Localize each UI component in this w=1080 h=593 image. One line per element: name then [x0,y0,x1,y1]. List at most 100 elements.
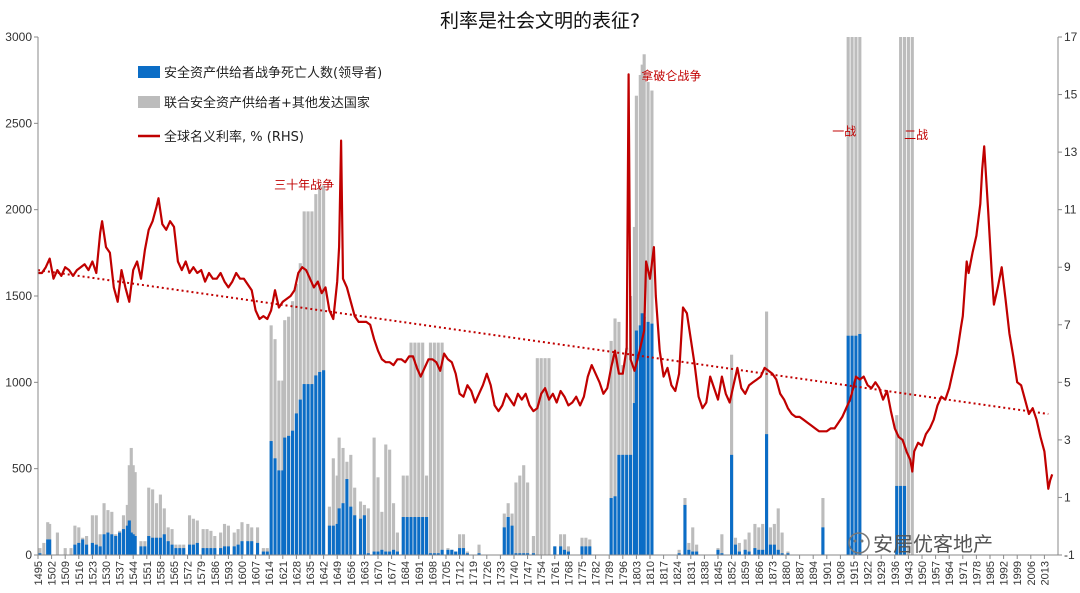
bar-allies [205,529,209,555]
bar-allies [38,548,42,555]
x-tick-label: 1859 [740,561,752,585]
bar-leader [358,518,363,555]
bar-allies [638,74,642,555]
x-tick-label: 1502 [47,561,59,585]
bar-leader [609,498,613,555]
bar-allies [265,548,269,555]
bar-leader [345,479,349,555]
x-tick-label: 1600 [237,561,249,585]
bar-leader [306,384,310,555]
wechat-icon [848,532,870,554]
y-right-tick-label: 15 [1064,88,1078,102]
x-tick-label: 1516 [74,561,86,585]
bar-allies [899,37,903,555]
bar-leader [747,551,751,555]
bar-allies [743,539,747,555]
bar-allies [526,482,530,555]
x-tick-label: 1768 [563,561,575,585]
bar-leader [131,534,135,555]
bar-allies [625,347,629,555]
bar-leader [362,515,366,555]
bar-allies [55,532,59,555]
bar-allies [646,81,650,555]
bar-allies [413,342,417,555]
bar-leader [98,546,102,555]
bar-allies [162,508,166,555]
bar-allies [737,542,741,555]
bar-allies [768,527,773,555]
bar-leader [757,549,761,555]
bar-leader [133,536,137,555]
y-left-tick-label: 2500 [5,116,32,130]
bar-leader [642,316,646,555]
bar-leader [110,534,114,555]
bar-allies [349,454,353,555]
bars-leader [38,313,907,555]
bar-leader [222,546,227,555]
x-tick-label: 1544 [128,561,140,585]
bar-leader [413,517,417,555]
x-tick-label: 1866 [754,561,766,585]
bar-leader [436,553,440,555]
bar-leader [765,434,769,555]
bar-allies [310,211,314,556]
x-tick-label: 1726 [482,561,494,585]
x-tick-label: 1789 [604,561,616,585]
bar-leader [786,553,790,555]
x-tick-label: 1537 [115,561,127,585]
bar-allies [147,487,151,555]
bar-leader [526,553,530,555]
bar-leader [298,399,302,555]
x-tick-label: 1985 [985,561,997,585]
bar-allies [543,358,547,555]
bar-leader [621,454,625,555]
bars-allies-others [38,37,914,556]
bar-allies [322,185,326,555]
bar-leader [310,384,314,555]
bar-leader [195,542,199,555]
bar-allies [677,549,681,555]
bar-allies [432,342,436,555]
x-tick-label: 1971 [958,561,970,585]
bar-allies [854,37,858,555]
watermark-text: 安居优客地产 [873,532,993,556]
bar-leader [566,551,570,555]
y-left-tick-label: 1500 [5,289,32,303]
rate-line [38,73,1054,490]
x-tick-label: 1663 [359,561,371,585]
bar-allies [617,321,621,555]
x-tick-label: 1824 [672,561,684,585]
x-tick-label: 1782 [591,561,603,585]
bar-allies [77,527,81,555]
bar-leader [114,536,118,555]
x-tick-label: 1754 [536,561,548,585]
bar-allies [341,447,345,555]
bar-leader [90,542,94,555]
x-tick-label: 1607 [251,561,263,585]
bar-leader [720,553,724,555]
bar-allies [514,482,518,555]
bar-leader [240,541,244,555]
x-tick-label: 1509 [60,561,72,585]
bar-leader [477,553,481,555]
x-tick-label: 1817 [659,561,671,585]
bar-leader [506,517,510,555]
bar-allies [335,475,339,555]
x-tick-label: 1838 [699,561,711,585]
bar-leader [127,520,131,555]
x-tick-label: 1950 [917,561,929,585]
y-right-tick-label: 7 [1064,318,1071,332]
bar-leader [154,537,159,555]
bar-leader [129,532,133,555]
bar-leader [174,548,178,555]
bar-allies [269,325,273,555]
bar-leader [446,549,450,555]
bar-allies [428,342,433,555]
bar-allies [753,523,757,555]
bar-leader [226,546,230,555]
y-left-tick-label: 2000 [5,203,32,217]
bar-allies [209,530,213,555]
bar-leader [559,546,563,555]
rate-line-path [38,73,1054,490]
bar-leader [850,335,854,555]
